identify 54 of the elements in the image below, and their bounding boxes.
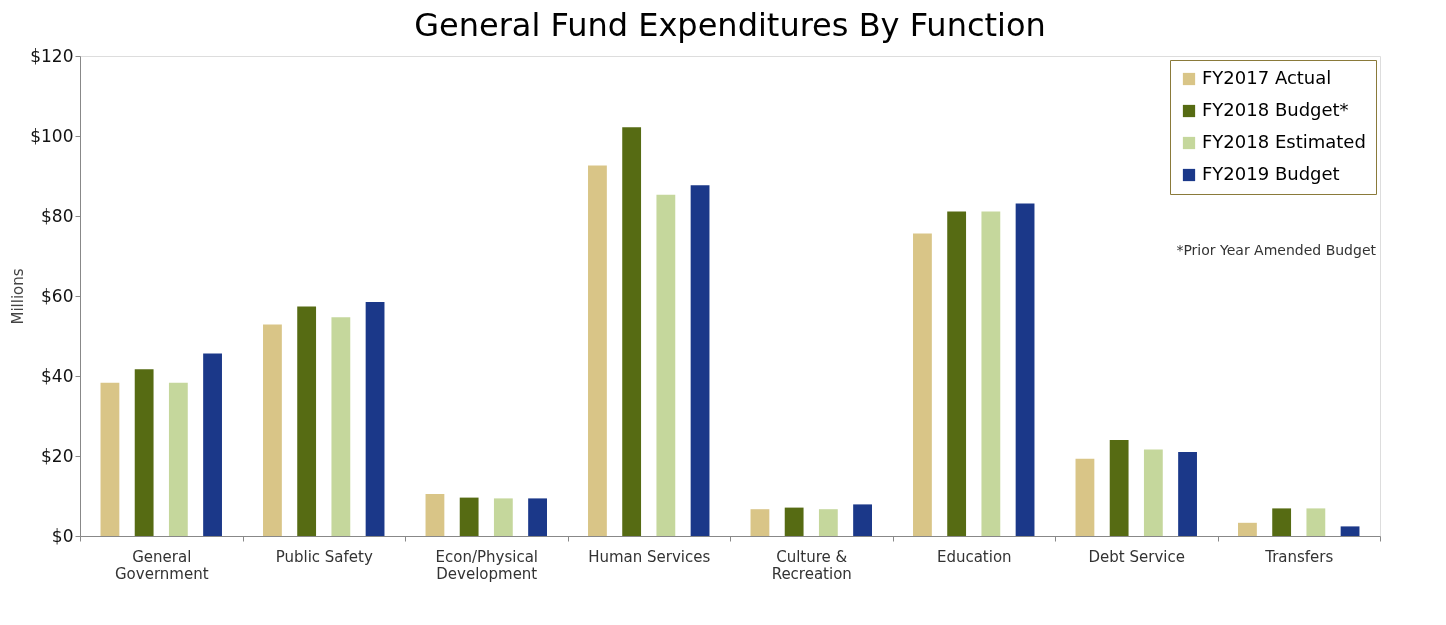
x-tick-label: Culture & Recreation [771,547,852,583]
bar [1143,449,1163,536]
y-axis-title: Millions [9,268,28,325]
chart-title: General Fund Expenditures By Function [414,6,1046,44]
bar [913,233,932,536]
x-tick-label: General Government [114,547,209,583]
y-tick-label: $0 [51,525,74,546]
bar [425,494,445,536]
bar [656,194,676,536]
bar [1178,452,1197,536]
bar [100,382,120,536]
y-tick-label: $20 [41,445,74,466]
bar [784,507,804,536]
bar [331,317,351,536]
legend-label: FY2017 Actual [1202,67,1332,88]
x-tick-label: Econ/Physical Development [435,547,538,583]
legend-label: FY2018 Estimated [1202,131,1366,152]
x-tick-label: Education [936,547,1012,566]
x-tick-label: Human Services [588,547,711,566]
bar [690,185,710,536]
x-tick-label: Debt Service [1088,547,1185,566]
bar [1109,440,1129,536]
y-tick-label: $100 [30,125,74,146]
y-tick-label: $80 [41,205,74,226]
bar [203,353,222,536]
bar [750,509,770,536]
bar [1238,522,1257,536]
bar [365,302,385,536]
bar [981,211,1001,536]
bar [493,498,513,536]
bar [622,127,642,536]
bar [588,165,607,536]
bar [168,382,188,536]
annotation: *Prior Year Amended Budget [1176,242,1377,258]
x-tick-label: Transfers [1264,547,1334,566]
bar [1340,526,1360,536]
bar [528,498,547,536]
legend-label: FY2019 Budget [1202,163,1340,184]
bar [459,497,479,536]
bar [853,504,872,536]
bar [1015,203,1035,536]
bar [1306,508,1326,536]
x-tick-label: Public Safety [275,547,373,566]
y-tick-label: $60 [41,285,74,306]
bar [1272,508,1292,536]
bar [263,324,282,536]
bar [818,509,838,536]
y-tick-label: $40 [41,365,74,386]
bar [134,369,154,536]
bar [1075,458,1095,536]
y-tick-label: $120 [30,45,74,66]
bar [947,211,967,536]
legend-label: FY2018 Budget* [1202,99,1349,120]
bar [297,306,317,536]
